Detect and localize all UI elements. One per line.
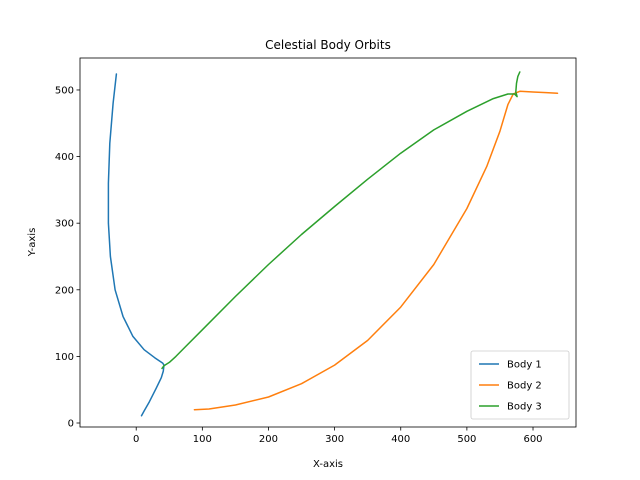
legend: Body 1 Body 2 Body 3 — [470, 350, 570, 420]
series-line-2 — [193, 90, 559, 411]
legend-label-1: Body 1 — [507, 360, 542, 371]
series-line-3 — [161, 71, 521, 370]
y-tick-label: 500 — [55, 85, 74, 96]
y-tick-label: 0 — [68, 419, 74, 430]
plot-area — [107, 71, 559, 417]
x-axis: 0 100 200 300 400 500 600 — [133, 427, 543, 445]
x-axis-title: X-axis — [313, 459, 343, 470]
legend-box — [470, 350, 570, 420]
legend-label-2: Body 2 — [507, 381, 542, 392]
x-tick-label: 100 — [193, 434, 212, 445]
y-axis: 0 100 200 300 400 500 — [55, 85, 80, 430]
y-tick-label: 200 — [55, 285, 74, 296]
x-tick-label: 600 — [523, 434, 542, 445]
x-tick-label: 400 — [391, 434, 410, 445]
chart-title: Celestial Body Orbits — [265, 38, 391, 52]
axes-frame — [79, 57, 577, 428]
x-tick-label: 300 — [325, 434, 344, 445]
series-line-1 — [107, 73, 165, 417]
y-axis-title: Y-axis — [27, 228, 38, 258]
y-tick-label: 100 — [55, 352, 74, 363]
x-tick-label: 200 — [259, 434, 278, 445]
x-tick-label: 0 — [133, 434, 139, 445]
y-tick-label: 400 — [55, 152, 74, 163]
x-tick-label: 500 — [457, 434, 476, 445]
legend-label-3: Body 3 — [507, 402, 542, 413]
y-tick-label: 300 — [55, 219, 74, 230]
